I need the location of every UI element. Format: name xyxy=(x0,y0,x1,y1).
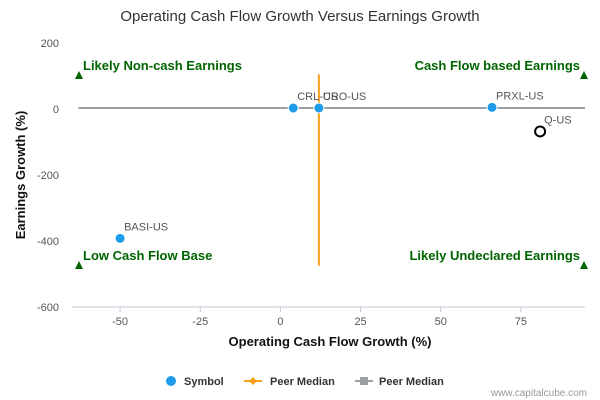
quadrant-labels: Likely Non-cash Earnings Cash Flow based … xyxy=(75,58,588,269)
data-point-label: BASI-US xyxy=(124,221,168,233)
quadrant-marker-top-right xyxy=(580,71,588,79)
y-tick-label: -200 xyxy=(37,170,59,182)
y-tick-label: 0 xyxy=(53,104,59,116)
quadrant-label-bottom-left: Low Cash Flow Base xyxy=(83,248,212,263)
x-tick-label: 25 xyxy=(354,316,366,328)
quadrant-label-bottom-right: Likely Undeclared Earnings xyxy=(409,248,580,263)
y-tick-label: 200 xyxy=(41,38,59,50)
legend: Symbol Peer Median Peer Median xyxy=(166,376,444,388)
x-tick-label: 75 xyxy=(515,316,527,328)
data-point-label: CRO-US xyxy=(323,91,366,103)
y-axis-title: Earnings Growth (%) xyxy=(13,111,28,240)
highlight-point xyxy=(534,125,547,138)
y-tick-label: -600 xyxy=(37,302,59,314)
y-tick-label: -400 xyxy=(37,236,59,248)
x-tick-label: 0 xyxy=(277,316,283,328)
chart-title: Operating Cash Flow Growth Versus Earnin… xyxy=(120,8,479,25)
quadrant-marker-bottom-left xyxy=(75,261,83,269)
quadrant-marker-bottom-right xyxy=(580,261,588,269)
data-point xyxy=(486,101,498,113)
data-point-label: PRXL-US xyxy=(496,90,544,102)
data-point xyxy=(114,232,126,244)
x-axis: -50 -25 0 25 50 75 xyxy=(112,307,527,328)
legend-peer-median-gray-marker xyxy=(360,377,368,385)
x-tick-label: -25 xyxy=(192,316,208,328)
y-axis: 200 0 -200 -400 -600 xyxy=(37,38,59,314)
data-point xyxy=(313,102,325,114)
peer-median-lines xyxy=(78,74,585,266)
quadrant-marker-top-left xyxy=(75,71,83,79)
x-tick-label: -50 xyxy=(112,316,128,328)
credit-text: www.capitalcube.com xyxy=(490,388,587,399)
highlight-point-label: Q-US xyxy=(544,114,572,126)
quadrant-label-top-right: Cash Flow based Earnings xyxy=(415,58,580,73)
legend-peer-median-orange-label: Peer Median xyxy=(270,376,335,388)
x-tick-label: 50 xyxy=(435,316,447,328)
data-point-label: CRL-US xyxy=(297,91,338,103)
legend-symbol-label: Symbol xyxy=(184,376,224,388)
legend-symbol-marker xyxy=(166,376,176,386)
data-point xyxy=(287,102,299,114)
legend-peer-median-gray-label: Peer Median xyxy=(379,376,444,388)
x-axis-title: Operating Cash Flow Growth (%) xyxy=(229,334,432,349)
quadrant-label-top-left: Likely Non-cash Earnings xyxy=(83,58,242,73)
legend-peer-median-orange-marker xyxy=(249,377,257,385)
